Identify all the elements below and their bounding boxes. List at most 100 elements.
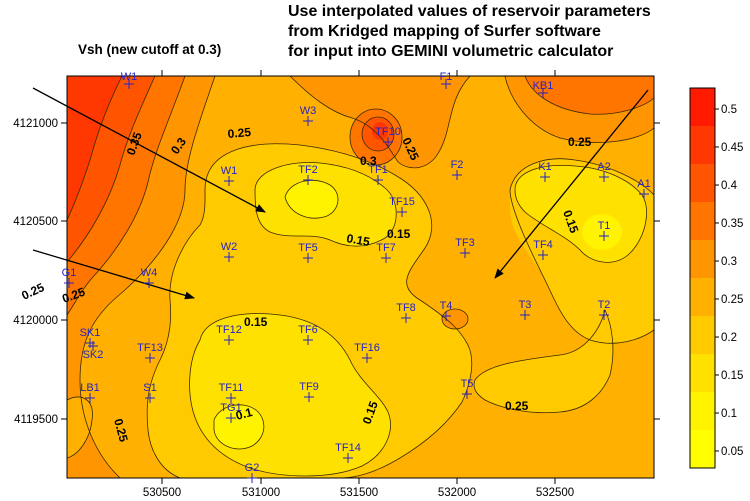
well-label: TF4 [533, 239, 553, 251]
annotation-arrows [32, 87, 649, 300]
well-marker: T3 [519, 299, 531, 320]
well-marker: TF5 [298, 242, 318, 263]
y-tick-label: 4119500 [14, 414, 58, 426]
legend-label: 0.45 [721, 142, 743, 154]
well-label: G2 [245, 462, 260, 474]
contour-label: 0.25 [111, 417, 131, 443]
legend-label: 0.05 [721, 446, 743, 458]
well-label: TF13 [137, 342, 163, 354]
well-label: F1 [440, 71, 453, 83]
title-line: from Kridged mapping of Surfer software [288, 23, 601, 40]
well-marker: TF7 [376, 242, 396, 263]
legend-swatch [690, 316, 715, 355]
well-label: TF11 [219, 382, 244, 394]
well-marker: T4 [440, 300, 453, 321]
well-label: K1 [538, 161, 551, 173]
well-label: TF14 [335, 442, 361, 454]
well-label: G1 [62, 267, 77, 279]
legend-swatch [690, 202, 715, 241]
legend-swatch [690, 240, 715, 279]
well-label: TG1 [220, 402, 241, 414]
legend-swatch [690, 278, 715, 317]
well-marker: TF10 [375, 126, 401, 147]
well-marker: TF13 [137, 342, 163, 363]
well-marker: W1 [121, 71, 138, 89]
well-marker: TF12 [216, 324, 242, 345]
well-marker: W2 [221, 241, 238, 262]
well-marker: TF1 [368, 164, 388, 185]
well-label: TF8 [396, 302, 416, 314]
y-tick-label: 4121000 [13, 118, 58, 130]
title-line: Use interpolated values of reservoir par… [288, 3, 651, 20]
well-marker: W3 [300, 105, 317, 126]
legend-swatch [690, 430, 715, 469]
arrow [494, 89, 649, 279]
legend-swatch [690, 354, 715, 393]
y-tick-label: 4120000 [13, 315, 58, 327]
map-subtitle: Vsh (new cutoff at 0.3) [78, 42, 222, 57]
well-marker: LB1 [80, 382, 100, 403]
well-marker: G2 [245, 462, 260, 483]
contour-label: 0.15 [244, 315, 268, 329]
y-tick-label: 4120500 [13, 216, 58, 228]
well-marker: TF6 [298, 324, 318, 345]
well-markers: W1 F1 KB1 W3 TF10 TF2 TF1 F2 K1 A2 A1 W1 TF15 T1 W2 TF5… [62, 71, 651, 483]
well-label: SK1 [80, 327, 101, 339]
well-marker: TF16 [354, 342, 380, 363]
well-label: LB1 [80, 382, 100, 394]
contour-label: 0.15 [387, 227, 411, 241]
well-marker: A1 [637, 178, 651, 199]
x-tick-label: 532000 [438, 487, 476, 499]
well-marker: T5 [461, 378, 474, 399]
legend-label: 0.2 [721, 332, 737, 344]
legend-label: 0.4 [721, 180, 738, 192]
well-label: TF9 [299, 381, 319, 393]
contour-label: 0.25 [568, 135, 592, 149]
arrow [32, 249, 195, 300]
well-marker: TF15 [389, 196, 415, 217]
well-label: W1 [221, 165, 238, 177]
well-label: TF15 [389, 196, 415, 208]
x-tick-label: 531500 [340, 487, 378, 499]
well-label: W4 [141, 267, 158, 279]
x-tick-label: 530500 [143, 487, 181, 499]
well-marker: TG1 [220, 402, 242, 423]
well-label: A1 [637, 178, 650, 190]
well-label: W1 [121, 71, 138, 83]
well-label: W2 [221, 241, 238, 253]
well-marker: T2 [598, 299, 611, 320]
well-marker: KB1 [533, 80, 554, 98]
well-marker: F2 [451, 159, 463, 180]
map-title: Use interpolated values of reservoir par… [288, 2, 748, 62]
well-marker: S1 [143, 382, 157, 403]
well-marker: W4 [141, 267, 158, 288]
contour-line-layer [67, 76, 654, 478]
legend-swatch [690, 126, 715, 165]
x-tick-label: 531000 [242, 487, 280, 499]
well-marker: G1 [62, 267, 77, 288]
well-marker: F1 [440, 71, 453, 89]
well-marker: SK2 [83, 341, 104, 361]
well-label: SK2 [83, 349, 104, 361]
well-marker: K1 [538, 161, 552, 182]
well-marker: TF4 [533, 239, 553, 260]
well-label: TF10 [375, 126, 401, 138]
well-marker: W1 [221, 165, 238, 186]
well-label: W3 [300, 105, 317, 117]
well-label: T5 [461, 378, 474, 390]
legend-label: 0.35 [721, 218, 743, 230]
well-label: T2 [598, 299, 611, 311]
legend-label: 0.5 [721, 104, 737, 116]
contour-label: 0.3 [360, 154, 377, 168]
well-label: KB1 [533, 80, 554, 92]
well-label: S1 [143, 382, 156, 394]
well-marker: TF9 [299, 381, 319, 402]
well-marker: TF14 [335, 442, 361, 463]
x-tick-label: 532500 [536, 487, 574, 499]
contour-label: 0.1 [234, 405, 254, 423]
well-label: T4 [440, 300, 453, 312]
well-marker: TF3 [455, 237, 475, 258]
well-marker: A2 [597, 161, 611, 182]
well-marker: TF2 [298, 164, 318, 185]
